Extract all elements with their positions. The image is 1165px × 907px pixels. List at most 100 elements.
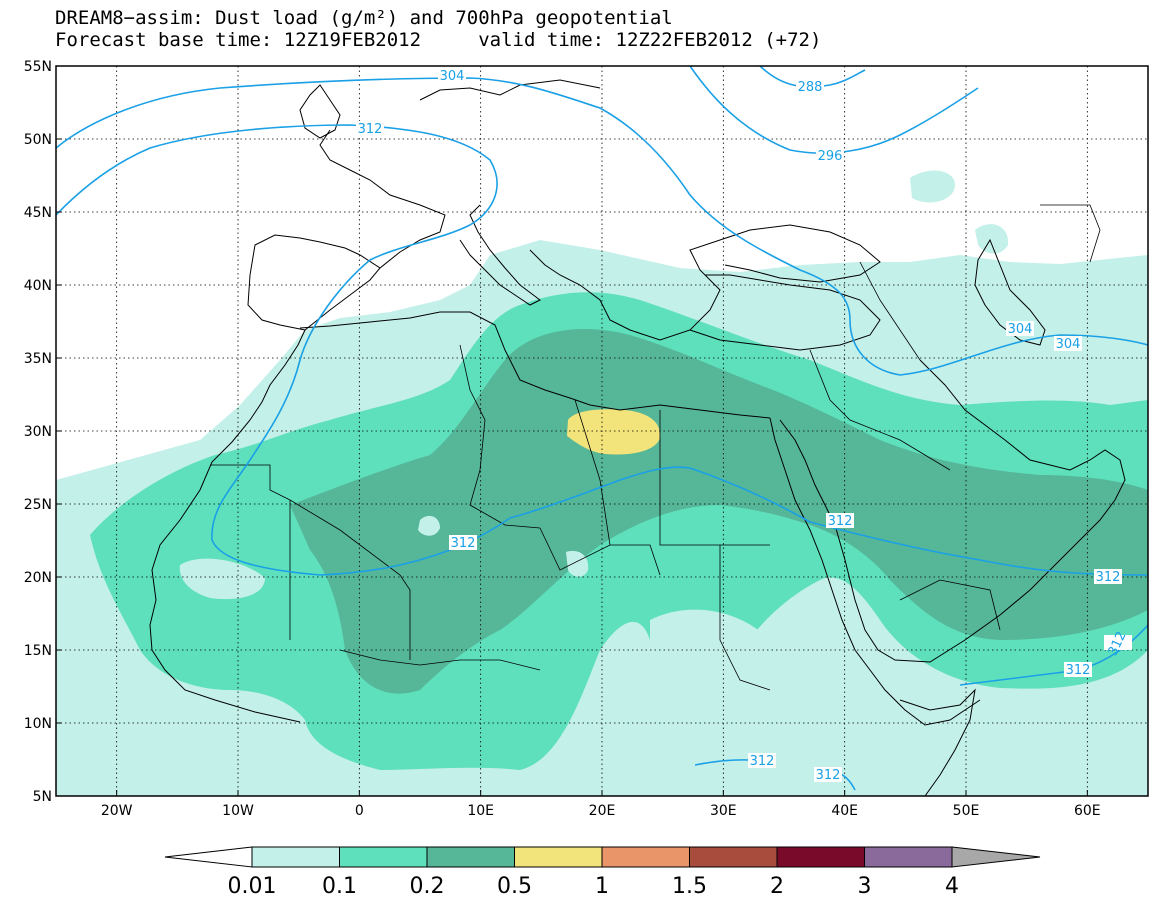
contour-label: 312 (1066, 663, 1091, 678)
chart-subtitle: Forecast base time: 12Z19FEB2012 valid t… (55, 29, 822, 51)
dust-field-0.2-0.5 (290, 328, 1148, 694)
dust-field-0.01-0.1 (910, 170, 955, 203)
border-segment (719, 545, 771, 691)
lat-tick-label: 20N (24, 570, 52, 586)
colorbar-label: 2 (770, 874, 784, 899)
coastline-balkans (529, 239, 721, 341)
colorbar-bin (251, 846, 340, 868)
contour-label-bg (748, 753, 776, 768)
contour-label-bg (1064, 662, 1092, 677)
lat-tick-label: 45N (24, 205, 52, 221)
coastline-africa-north (299, 311, 771, 419)
contour-label-bg (449, 535, 477, 550)
colorbar-label: 0.2 (410, 874, 445, 899)
contour-312-north (56, 124, 1148, 576)
coastlines (149, 79, 1126, 796)
colorbar-label: 3 (858, 874, 872, 899)
colorbar-over-arrow (951, 846, 1041, 868)
chart-title: DREAM8−assim: Dust load (g/m²) and 700hP… (55, 7, 673, 29)
contour-label: 312 (828, 514, 853, 529)
lat-tick-label: 50N (24, 132, 52, 148)
coastline-iberia (247, 234, 381, 331)
coastline-turkey (689, 274, 881, 351)
colorbar-bin (426, 846, 515, 868)
colorbar-bin (514, 846, 603, 868)
contour-label-bg (1054, 336, 1082, 351)
colorbar-label: 0.5 (497, 874, 532, 899)
contour-label-bg (826, 513, 854, 528)
colorbar-label: 1 (595, 874, 609, 899)
lat-tick-label: 10N (24, 716, 52, 732)
colorbar: 0.01 0.1 0.2 0.5 1 1.5 2 3 4 (164, 846, 1041, 899)
colorbar-label: 1.5 (672, 874, 707, 899)
contour-label: 296 (818, 149, 843, 164)
coastline-uk (299, 84, 341, 139)
dust-field-hole (566, 550, 589, 577)
contour-label: 312 (750, 754, 775, 769)
contour-304-north (56, 77, 1148, 376)
border-segment (659, 410, 770, 546)
colorbar-label: 0.1 (322, 874, 357, 899)
dust-field-hole (650, 609, 777, 712)
coastline-black-sea (719, 224, 881, 283)
coastline-france (319, 129, 446, 269)
lat-tick-label: 15N (24, 643, 52, 659)
coastline-red-sea-west (769, 417, 981, 726)
lon-tick-label: 20W (101, 803, 133, 819)
lon-tick-label: 50E (953, 803, 980, 819)
coastline-africa-horn (899, 688, 976, 796)
coastline-caspian (974, 238, 1046, 346)
contour-label: 312 (358, 122, 383, 137)
axis-ticks: 20W 10W 0 10E 20E 30E 40E 50E 60E 55N 50N 45N 40N 35N… (24, 59, 1101, 819)
lat-tick-label: 5N (33, 789, 52, 805)
map-grid (56, 66, 1148, 796)
contour-label: 288 (798, 80, 823, 95)
colorbar-bin (601, 846, 690, 868)
dust-field-0.01-0.1 (975, 224, 1009, 254)
lon-tick-label: 40E (831, 803, 858, 819)
contour-label-bg (816, 148, 844, 163)
contour-label: 312 (451, 536, 476, 551)
contour-label-bg (1006, 321, 1034, 336)
lat-tick-label: 55N (24, 59, 52, 75)
contour-label: 304 (440, 69, 465, 84)
colorbar-bin (864, 846, 953, 868)
dust-fields (56, 170, 1148, 796)
lon-tick-label: 0 (355, 803, 364, 819)
contour-288 (759, 66, 866, 88)
lon-tick-label: 60E (1074, 803, 1101, 819)
border-segment (459, 344, 541, 529)
border-segment (899, 579, 1001, 631)
contour-label-bg (1094, 569, 1122, 584)
coastline-africa-nw (149, 329, 306, 723)
borders (210, 204, 1101, 691)
border-segment (1040, 204, 1101, 263)
colorbar-under-arrow (164, 846, 253, 868)
lon-tick-label: 20E (589, 803, 616, 819)
coastline-red-sea-east (779, 419, 1061, 663)
lat-tick-label: 35N (24, 351, 52, 367)
border-segment (210, 464, 291, 640)
contour-label-bg (438, 68, 466, 83)
contour-label-bg (814, 767, 842, 782)
border-segment (289, 499, 411, 660)
border-segment (859, 261, 921, 361)
coastline-northsea (419, 79, 601, 101)
lon-tick-label: 30E (710, 803, 737, 819)
colorbar-bin (776, 846, 865, 868)
lon-tick-label: 10W (222, 803, 254, 819)
lon-tick-label: 10E (467, 803, 494, 819)
border-segment (809, 349, 951, 471)
contour-label: 312 (816, 768, 841, 783)
contour-label: 304 (1056, 337, 1081, 352)
coastline-italy (459, 204, 541, 306)
colorbar-bin (339, 846, 428, 868)
contour-296 (689, 66, 979, 154)
lat-tick-label: 40N (24, 278, 52, 294)
coastline-arabia-gulf (919, 359, 1126, 561)
contour-label: 304 (1008, 322, 1033, 337)
contour-label-bg (356, 121, 384, 136)
dust-field-0.5-1 (567, 409, 661, 455)
colorbar-label: 0.01 (228, 874, 277, 899)
